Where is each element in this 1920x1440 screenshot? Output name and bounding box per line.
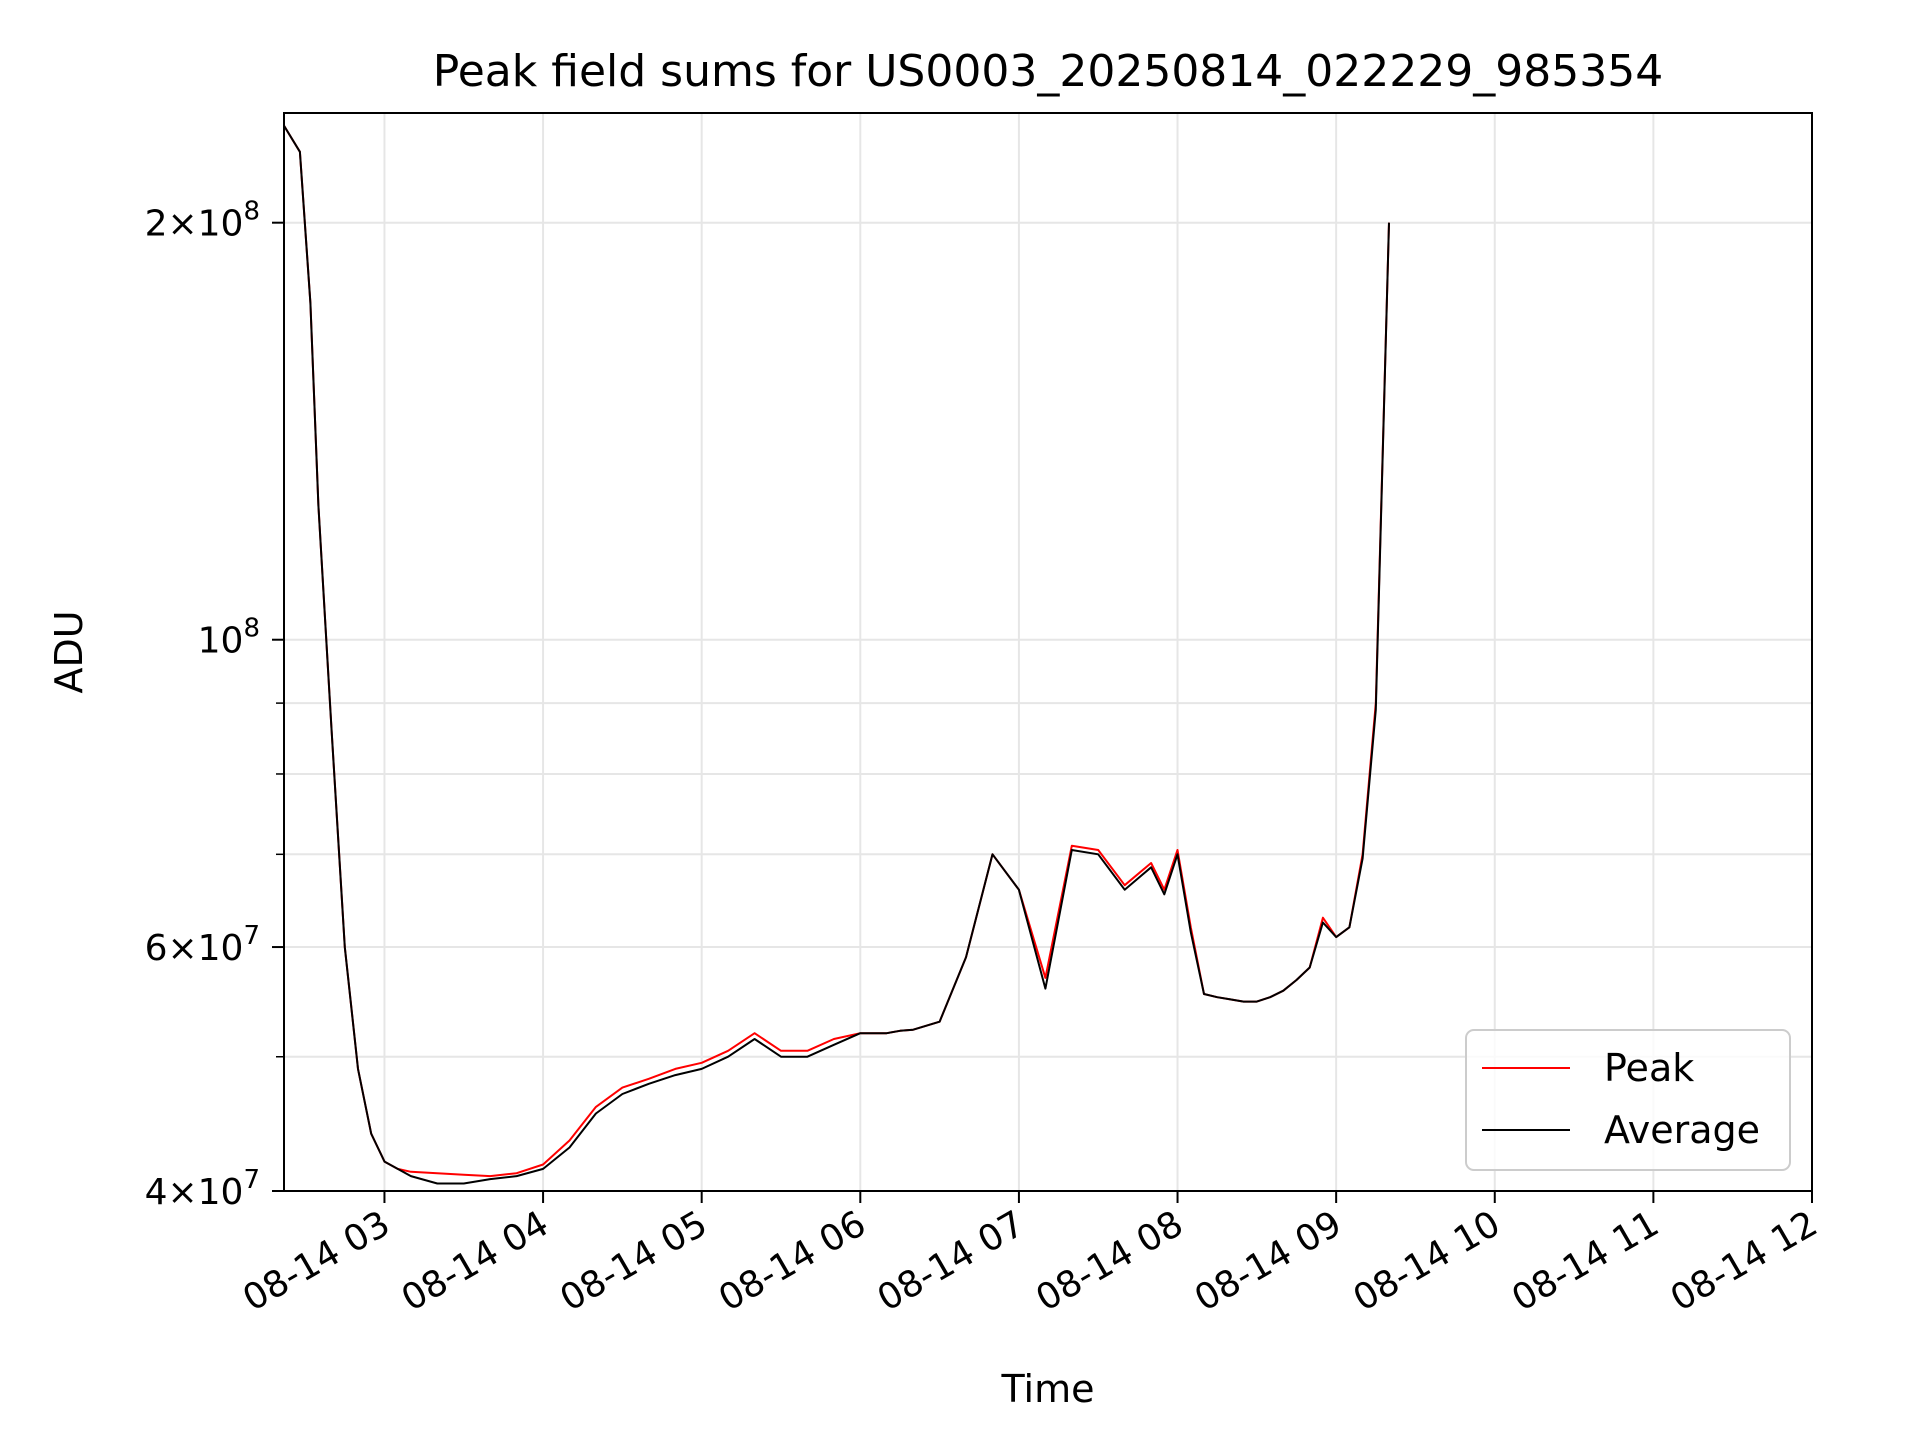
series-line-average — [283, 125, 1390, 1185]
legend: Peak Average — [1465, 1029, 1791, 1171]
y-tick-label: 108 — [198, 614, 260, 662]
x-axis-label: Time — [1001, 1367, 1095, 1411]
y-axis: 4×107 6×107 108 2×108 — [145, 197, 284, 1213]
y-tick-label: 4×107 — [145, 1165, 260, 1213]
legend-label-average: Average — [1604, 1108, 1760, 1152]
legend-label-peak: Peak — [1604, 1046, 1694, 1090]
plot-frame — [283, 112, 1813, 1192]
chart-title: Peak field sums for US0003_20250814_0222… — [433, 46, 1663, 97]
y-axis-label: ADU — [47, 610, 91, 693]
y-tick-label: 2×108 — [145, 197, 260, 245]
y-tick-label: 6×107 — [145, 921, 260, 969]
plot-lines — [283, 125, 1390, 1185]
legend-box — [1465, 1029, 1791, 1171]
